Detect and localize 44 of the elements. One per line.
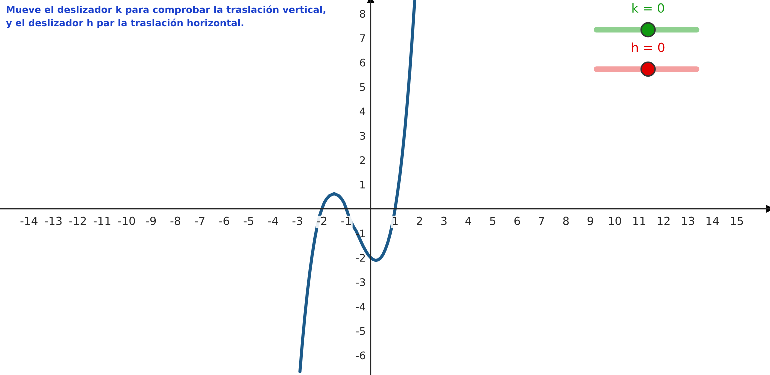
x-tick-label: -9 [146, 216, 156, 226]
x-tick-label: 11 [634, 217, 646, 226]
x-tick-label: 12 [658, 216, 670, 226]
x-tick-label: 10 [609, 216, 622, 226]
y-tick-label: -5 [356, 327, 366, 336]
x-tick-label: -2 [317, 216, 327, 226]
y-tick-label: 3 [360, 132, 366, 140]
y-tick-label: 1 [360, 181, 366, 189]
y-tick-label: 6 [360, 58, 366, 67]
y-tick-label: -3 [356, 278, 366, 286]
x-tick-label: 6 [514, 216, 520, 226]
y-tick-label: -2 [356, 254, 366, 262]
x-tick-label: 5 [490, 217, 496, 226]
x-tick-label: -5 [244, 217, 254, 226]
y-tick-label: 8 [360, 10, 366, 18]
y-tick-label: 7 [360, 34, 366, 42]
x-tick-label: 14 [706, 217, 720, 226]
x-tick-label: -6 [220, 216, 230, 226]
annotation: k = 0 [632, 3, 664, 13]
x-tick-label: 9 [588, 216, 594, 226]
x-tick-label: -3 [292, 216, 302, 226]
x-tick-label: 15 [731, 217, 744, 226]
x-tick-label: -4 [268, 217, 278, 226]
x-tick-label: -12 [70, 216, 86, 226]
y-tick-label: -4 [356, 303, 366, 311]
x-tick-label: -13 [45, 216, 62, 226]
x-tick-label: -10 [118, 216, 136, 226]
x-tick-label: -14 [20, 217, 38, 226]
y-tick-label: 4 [360, 108, 366, 116]
x-tick-label: -7 [195, 217, 205, 226]
y-tick-label: 5 [360, 83, 366, 92]
y-tick-label: -6 [356, 352, 366, 360]
x-tick-label: -11 [94, 217, 111, 226]
x-tick-label: 2 [417, 216, 422, 226]
x-tick-label: 7 [539, 217, 544, 226]
annotation: Mueve el deslizador k para comprobar la traslación vertical, y el deslizador h par la traslación horizontal. [6, 6, 326, 29]
x-tick-label: 8 [563, 216, 569, 226]
x-tick-label: 3 [441, 216, 447, 226]
x-tick-label: -1 [342, 217, 352, 226]
x-tick-label: 4 [466, 217, 472, 226]
x-tick-label: 13 [682, 216, 694, 226]
annotation: h = 0 [632, 42, 665, 52]
x-tick-label: -8 [170, 216, 180, 226]
y-tick-label: 2 [360, 156, 366, 164]
